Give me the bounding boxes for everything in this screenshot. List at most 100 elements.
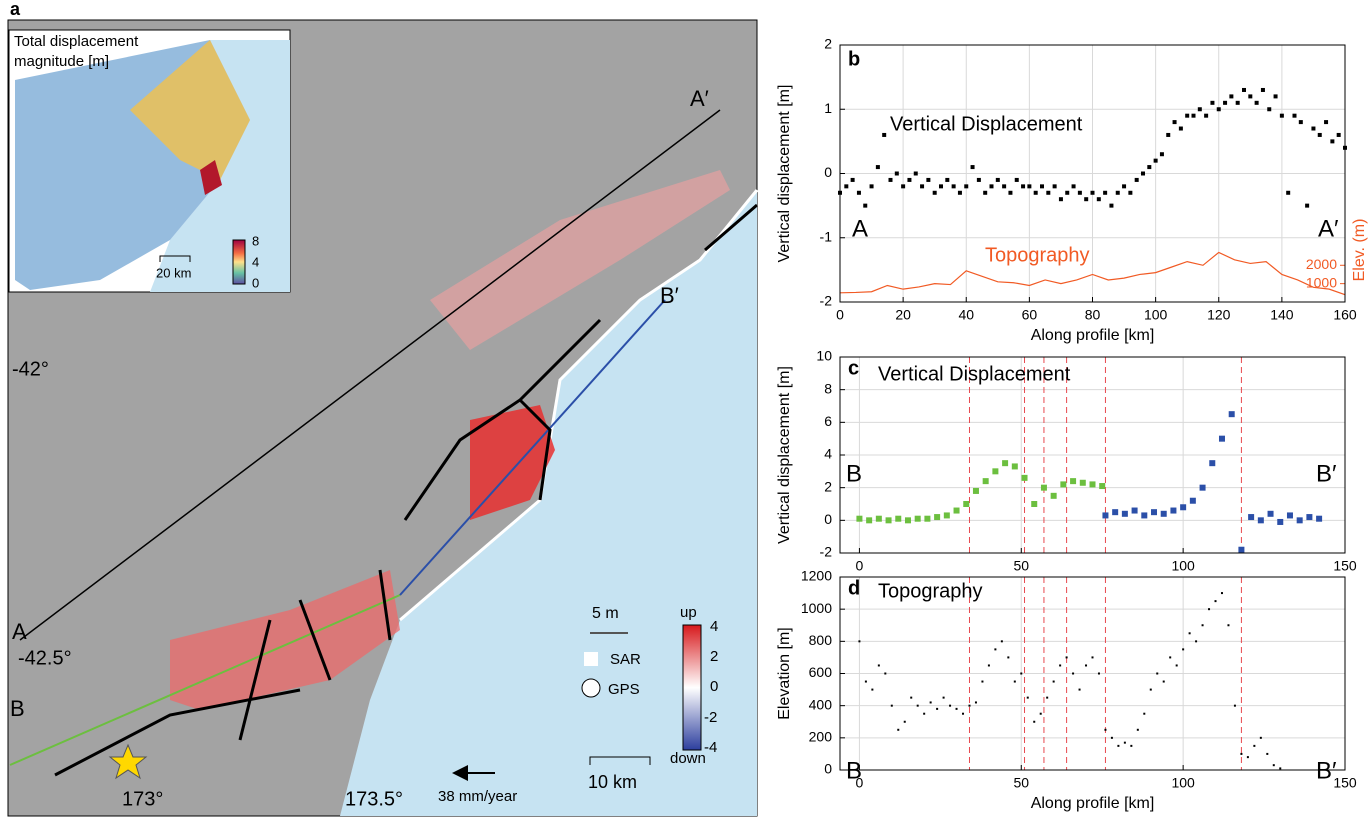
data-point: [1097, 672, 1100, 675]
data-point: [1077, 190, 1082, 195]
data-point: [963, 501, 970, 507]
data-point: [885, 517, 892, 524]
data-point: [1070, 478, 1077, 485]
inset-sea: [150, 40, 290, 292]
data-point: [894, 171, 899, 176]
x-tick-label: 40: [958, 307, 974, 323]
data-point: [970, 165, 975, 170]
colorbar-tick: 0: [710, 678, 718, 695]
y-tick-label: 10: [816, 348, 832, 364]
data-point: [904, 517, 911, 524]
data-point: [976, 177, 981, 182]
data-point: [1110, 736, 1113, 739]
colorbar-tick: 2: [710, 648, 718, 665]
data-point: [1020, 672, 1023, 675]
data-point: [1195, 640, 1198, 643]
epicenter-star: [108, 743, 148, 780]
data-point: [1259, 736, 1262, 739]
data-point: [982, 478, 989, 485]
data-point: [1242, 87, 1246, 92]
data-point: [1210, 100, 1215, 105]
y-tick-label: 400: [809, 696, 833, 712]
data-point: [953, 507, 960, 514]
x-tick-label: 120: [1207, 307, 1231, 323]
data-point: [1021, 184, 1026, 189]
data-point: [1298, 120, 1303, 125]
data-point: [1065, 190, 1070, 195]
data-point: [1052, 184, 1057, 189]
y-axis-label: Elevation [m]: [776, 627, 793, 719]
data-point: [962, 712, 965, 715]
x-tick-label: 20: [895, 307, 911, 323]
plot-frame: [839, 356, 1346, 554]
data-point: [1228, 411, 1235, 418]
inset-displacement: [200, 160, 222, 195]
profile-label: A: [12, 619, 27, 644]
data-point: [1238, 546, 1245, 553]
data-point: [1286, 190, 1291, 195]
data-point: [1305, 203, 1310, 208]
data-point: [1131, 507, 1138, 514]
x-tick-label: 50: [1013, 775, 1029, 791]
x-tick-label: 100: [1171, 775, 1195, 791]
data-point: [1240, 752, 1243, 755]
data-point: [910, 696, 913, 699]
x-axis-label: Along profile [km]: [1031, 327, 1155, 344]
data-point: [934, 514, 941, 521]
data-point: [972, 487, 979, 494]
data-point: [1103, 190, 1108, 195]
map-panel: a Total displacement magnitude [m] 8 4 0…: [7, 0, 759, 817]
annotation: B: [846, 460, 862, 487]
plot-frame: [839, 576, 1346, 771]
uplift-zone: [470, 405, 555, 520]
data-point: [1253, 744, 1256, 747]
data-point: [1115, 190, 1120, 195]
colorbar-label: up: [680, 604, 697, 621]
inset-colorbar-label: 0: [252, 275, 259, 290]
data-point: [1223, 100, 1228, 105]
data-point: [1199, 484, 1206, 491]
data-point: [1296, 517, 1303, 524]
data-point: [1123, 741, 1126, 744]
data-point: [1201, 624, 1204, 627]
data-point: [1050, 492, 1057, 499]
data-point: [1136, 728, 1139, 731]
data-point: [1079, 479, 1086, 486]
data-point: [1257, 517, 1264, 524]
data-point: [1311, 126, 1316, 131]
panel-label: d: [848, 577, 860, 599]
y-tick-label: 8: [824, 380, 832, 396]
data-point: [1141, 171, 1145, 176]
data-point: [863, 203, 868, 208]
data-point: [1143, 712, 1146, 715]
inset-title: Total displacement: [14, 33, 139, 50]
y-tick-label: 1000: [801, 600, 832, 616]
inset-colorbar: [232, 239, 246, 285]
data-point: [1266, 752, 1269, 755]
data-point: [1052, 680, 1055, 683]
legend-label: SAR: [610, 651, 641, 668]
data-point: [955, 707, 958, 710]
data-point: [1273, 94, 1278, 99]
data-point: [957, 190, 962, 195]
y-tick-label: -2: [820, 293, 833, 309]
scale-label: 10 km: [588, 772, 637, 792]
data-point: [1071, 184, 1076, 189]
data-point: [1160, 510, 1167, 517]
data-point: [1008, 190, 1013, 195]
y-tick-label: 2: [824, 478, 832, 494]
data-point: [888, 177, 893, 182]
panel-label: a: [10, 0, 21, 19]
x-tick-label: 150: [1333, 775, 1357, 791]
inset-scale-label: 20 km: [156, 265, 191, 280]
data-point: [1336, 132, 1341, 137]
data-point: [1185, 113, 1190, 118]
data-point: [1021, 474, 1028, 481]
data-point: [1014, 177, 1019, 182]
data-point: [968, 704, 971, 707]
data-point: [1027, 184, 1032, 189]
data-point: [1033, 720, 1036, 723]
annotation: B′: [1316, 757, 1337, 784]
data-point: [1189, 497, 1196, 504]
